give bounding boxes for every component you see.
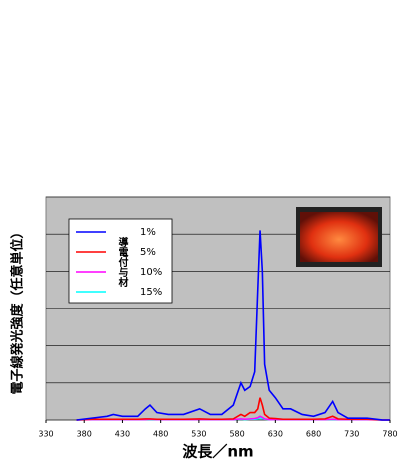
y-axis-label: 電子線発光強度（任意単位） (10, 225, 26, 394)
x-tick-label: 580 (229, 430, 244, 439)
legend-label: 1% (140, 227, 156, 238)
x-tick-label: 330 (38, 430, 53, 439)
x-tick-label: 380 (77, 430, 92, 439)
x-tick-label: 780 (382, 430, 397, 439)
legend-label: 10% (140, 267, 162, 278)
inset-photo-glow (300, 212, 378, 262)
legend-title: 導電付与材 (116, 236, 128, 288)
x-tick-label: 480 (153, 430, 168, 439)
x-tick-label: 630 (268, 430, 283, 439)
chart: 電子線発光強度（任意単位） 波長／nm 導電付与材 330 380 430 480 53… (0, 0, 401, 464)
x-tick-label: 730 (344, 430, 359, 439)
legend-label: 5% (140, 247, 156, 258)
x-tick-label: 530 (191, 430, 206, 439)
legend-label: 15% (140, 287, 162, 298)
x-tick-label: 430 (115, 430, 130, 439)
x-axis-label: 波長／nm (182, 443, 253, 461)
x-tick-label: 680 (306, 430, 321, 439)
